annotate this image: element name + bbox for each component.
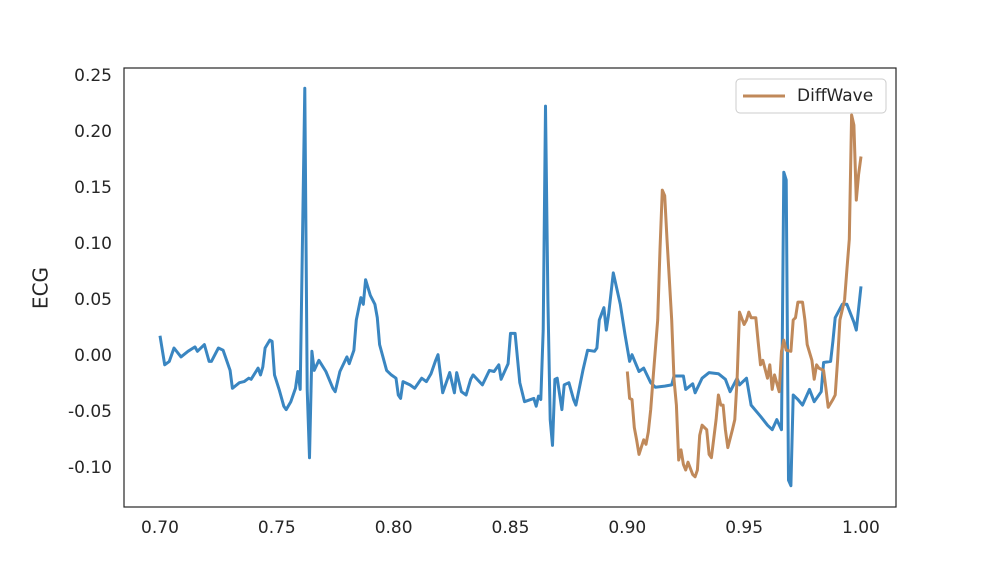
- y-tick-label: -0.05: [68, 402, 112, 422]
- y-tick-label: 0.15: [74, 178, 112, 198]
- x-tick-label: 0.75: [258, 518, 296, 538]
- series-line: [158, 86, 863, 488]
- y-tick-label: 0.10: [74, 234, 112, 254]
- y-tick-label: 0.25: [74, 66, 112, 86]
- x-tick-label: 0.70: [141, 518, 179, 538]
- x-tick-label: 0.80: [375, 518, 413, 538]
- legend-box: [735, 78, 887, 114]
- x-tick-label: 0.95: [725, 518, 763, 538]
- x-tick-label: 1.00: [842, 518, 880, 538]
- y-tick-label: 0.05: [74, 290, 112, 310]
- y-tick-label: -0.10: [68, 458, 112, 478]
- y-tick-label: 0.00: [74, 346, 112, 366]
- y-tick-label: 0.20: [74, 122, 112, 142]
- legend-label: DiffWave: [797, 86, 873, 106]
- y-axis-label: ECG: [29, 267, 53, 309]
- x-tick-label: 0.85: [492, 518, 530, 538]
- plot-frame: [123, 67, 897, 508]
- x-tick-label: 0.90: [608, 518, 646, 538]
- series-line: [625, 113, 863, 479]
